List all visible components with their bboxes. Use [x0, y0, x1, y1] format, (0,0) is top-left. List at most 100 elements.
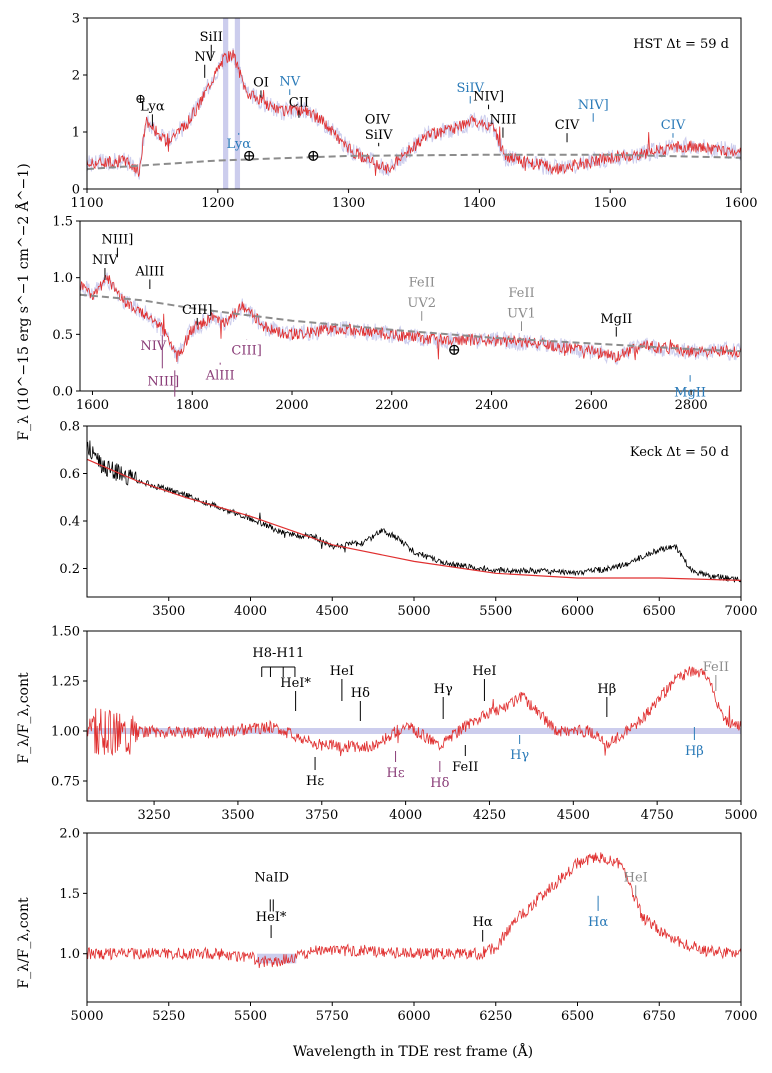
y-axis-label-norm-upper: F_λ/F_λ,cont	[16, 672, 32, 764]
error-band-series	[80, 272, 741, 366]
x-tick-label: 5500	[479, 604, 512, 619]
series-continuum	[80, 293, 741, 353]
y-tick-label: 0	[72, 183, 80, 198]
series-spectrum	[80, 274, 741, 363]
line-label: NV	[279, 74, 300, 89]
line-label: Hα	[473, 915, 493, 930]
x-tick-label: 4750	[641, 808, 674, 823]
line-label: Hα	[588, 915, 608, 930]
y-tick-label: 1.50	[51, 625, 80, 640]
line-label: Lyα	[140, 99, 165, 114]
x-tick-label: 5500	[234, 1009, 267, 1024]
line-label: SiIV	[365, 128, 393, 143]
x-tick-label: 1500	[594, 196, 627, 211]
y-tick-label: 0.6	[59, 467, 80, 482]
x-tick-label: 3500	[221, 808, 254, 823]
line-label: UV1	[507, 306, 536, 321]
line-label: MgII	[674, 386, 706, 401]
ylabel-norm-lower-text: F_λ/F_λ,cont	[16, 897, 32, 989]
line-label: CIII]	[231, 344, 261, 359]
shaded-band-0	[87, 728, 741, 734]
panel-title: Keck Δt = 50 d	[630, 445, 729, 460]
line-label: NIII]	[147, 374, 179, 389]
line-label: Hδ	[351, 686, 370, 701]
line-label: NIV	[140, 339, 167, 354]
error-band-series	[87, 48, 741, 180]
x-tick-label: 4000	[389, 808, 422, 823]
line-label: HeI	[624, 870, 648, 885]
plot-area	[87, 852, 741, 969]
x-tick-label: 6000	[561, 604, 594, 619]
line-label: HeI*	[256, 910, 287, 925]
y-tick-label: 0.0	[52, 385, 73, 400]
x-tick-label: 1100	[70, 196, 103, 211]
line-label: SiII	[200, 30, 223, 45]
line-label: Hε	[387, 766, 405, 781]
line-label: FeII	[409, 276, 435, 291]
shaded-band-0	[223, 18, 229, 189]
line-label: Hδ	[430, 776, 449, 791]
y-tick-label: 0.8	[59, 420, 80, 435]
x-tick-label: 6750	[643, 1009, 676, 1024]
line-label: UV2	[407, 296, 436, 311]
line-label: Hγ	[510, 748, 529, 763]
panel-frame	[86, 17, 742, 190]
line-label: NIV]	[578, 98, 609, 113]
x-tick-label: 3750	[305, 808, 338, 823]
x-tick-label: 2000	[275, 398, 308, 413]
x-tick-label: 5000	[397, 604, 430, 619]
panel-title: HST Δt = 59 d	[633, 37, 729, 52]
line-label: NIV]	[473, 90, 504, 105]
y-axis-label-norm-lower: F_λ/F_λ,cont	[16, 897, 32, 989]
ylabel-norm-upper-text: F_λ/F_λ,cont	[16, 672, 32, 764]
line-label: NV	[194, 50, 215, 65]
y-axis-label-flux: F_λ (10^−15 erg s^−1 cm^−2 Å^−1)	[14, 163, 32, 440]
plot-area	[80, 272, 741, 366]
y-tick-label: 1	[72, 126, 80, 141]
line-label: MgII	[600, 312, 632, 327]
telluric-symbol: ⊕	[242, 146, 255, 165]
y-tick-label: 2	[72, 69, 80, 84]
series-model	[87, 458, 741, 581]
x-tick-label: 2600	[575, 398, 608, 413]
y-tick-label: 1.5	[52, 215, 73, 230]
x-tick-label: 5000	[724, 808, 757, 823]
x-tick-label: 7000	[724, 604, 757, 619]
x-axis-label: Wavelength in TDE rest frame (Å)	[293, 1042, 533, 1060]
panel-2: 1600 1800 2000 2200 2400 2600 2800 0.0 0.5 1.0 1.5…	[52, 215, 742, 413]
y-tick-label: 0.75	[51, 775, 80, 790]
line-label: Hβ	[597, 682, 616, 697]
line-label: NIII	[490, 112, 517, 127]
x-tick-label: 7000	[724, 1009, 757, 1024]
y-tick-label: 3	[72, 12, 80, 27]
panel-5: 5000 5250 5500 5750 6000 6250 6500 6750 7000 1.0 1…	[59, 827, 757, 1025]
x-tick-label: 5250	[152, 1009, 185, 1024]
series-continuum	[87, 153, 741, 171]
telluric-symbol: ⊕	[307, 146, 320, 165]
x-tick-label: 2800	[675, 398, 708, 413]
line-label: HeI	[330, 664, 354, 679]
x-tick-label: 4000	[234, 604, 267, 619]
line-label: FeII	[452, 760, 478, 775]
y-tick-label: 1.25	[51, 675, 80, 690]
line-label: NaID	[254, 870, 289, 885]
x-tick-label: 5000	[70, 1009, 103, 1024]
line-label: Hγ	[434, 682, 453, 697]
panel-1: 1100 1200 1300 1400 1500 1600 0 1 2 3 HST Δt = 59 …	[70, 12, 757, 212]
x-tick-label: 1600	[76, 398, 109, 413]
x-tick-label: 4250	[473, 808, 506, 823]
x-tick-label: 6500	[561, 1009, 594, 1024]
x-tick-label: 6250	[479, 1009, 512, 1024]
line-label: AlIII	[134, 264, 164, 279]
telluric-symbol: ⊕	[135, 92, 146, 107]
line-label: CIII]	[182, 303, 212, 318]
line-label: Lyα	[226, 137, 251, 152]
line-label: NIV	[92, 253, 119, 268]
plot-area	[87, 440, 741, 583]
x-tick-label: 5750	[316, 1009, 349, 1024]
comb-label: H8-H11	[252, 646, 304, 661]
line-label: HeI	[472, 664, 496, 679]
telluric-symbol: ⊕	[447, 340, 460, 359]
y-tick-label: 1.00	[51, 725, 80, 740]
